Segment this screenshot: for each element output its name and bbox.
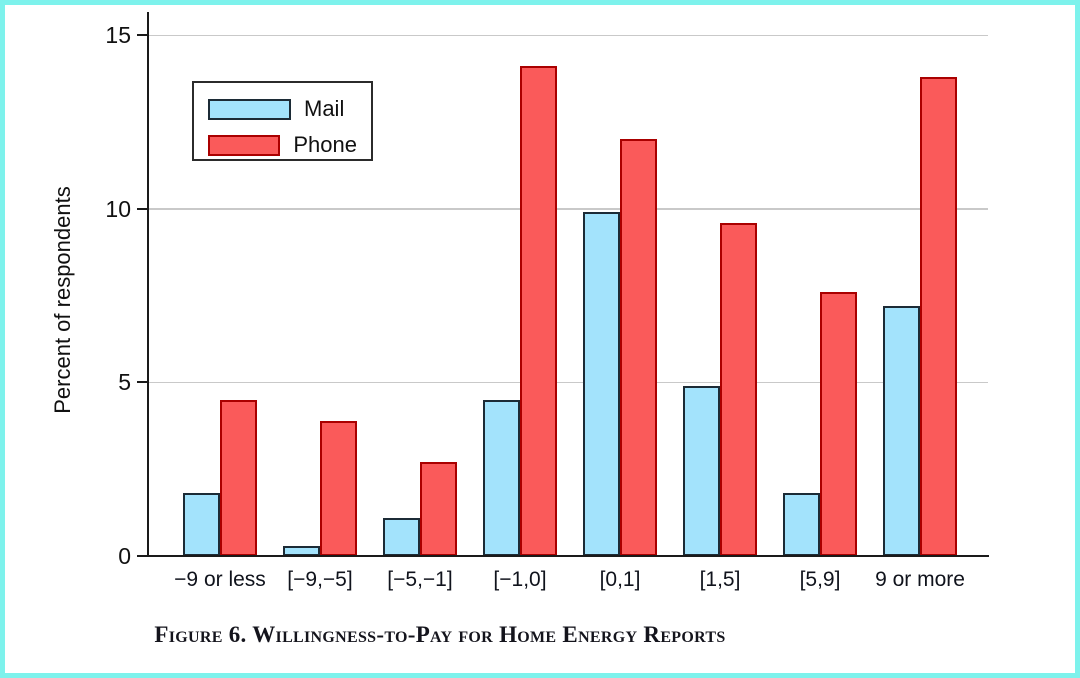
legend: Mail Phone [192, 81, 373, 161]
phone-bar-3 [420, 462, 457, 556]
y-tick-5 [137, 381, 147, 384]
phone-bar-8 [920, 76, 957, 556]
y-tick-15 [137, 34, 147, 36]
x-label-7: [5,9] [799, 568, 841, 591]
y-tick-label-5: 5 [118, 369, 131, 396]
phone-bar-7 [820, 292, 857, 556]
mail-bar-7 [783, 493, 820, 556]
gridline-10 [147, 208, 988, 210]
gridline-5 [147, 381, 988, 384]
x-axis-line [147, 555, 989, 557]
y-tick-label-0: 0 [118, 543, 131, 569]
x-label-1: −9 or less [174, 568, 266, 591]
x-label-5: [0,1] [599, 568, 641, 591]
mail-bar-6 [683, 385, 720, 556]
y-axis-title: Percent of respondents [50, 186, 75, 414]
mail-swatch [208, 98, 291, 120]
y-tick-label-15: 15 [105, 22, 131, 48]
phone-swatch [208, 134, 281, 156]
legend-item-mail: Mail [208, 96, 357, 122]
y-tick-10 [137, 207, 147, 210]
x-label-3: [−5,−1] [387, 568, 453, 591]
phone-bar-2 [320, 420, 357, 556]
x-label-2: [−9,−5] [287, 568, 353, 591]
figure-caption: Figure 6. Willingness-to-Pay for Home En… [154, 622, 726, 647]
phone-bar-4 [520, 66, 557, 556]
x-label-6: [1,5] [699, 568, 741, 591]
mail-bar-2 [283, 545, 320, 556]
phone-bar-5 [620, 139, 657, 556]
phone-bar-6 [720, 222, 757, 556]
mail-bar-3 [383, 517, 420, 556]
y-tick-0 [137, 555, 147, 557]
mail-bar-5 [583, 212, 620, 556]
y-tick-label-10: 10 [105, 195, 131, 222]
y-axis-line [147, 12, 149, 557]
gridline-15 [147, 34, 988, 36]
x-label-4: [−1,0] [493, 568, 547, 591]
x-label-8: 9 or more [875, 568, 965, 591]
mail-bar-4 [483, 399, 520, 556]
mail-bar-8 [883, 305, 920, 556]
phone-bar-1 [220, 399, 257, 556]
mail-bar-1 [183, 493, 220, 556]
legend-item-phone: Phone [208, 132, 357, 158]
legend-label-mail: Mail [304, 96, 345, 121]
legend-label-phone: Phone [293, 132, 357, 157]
